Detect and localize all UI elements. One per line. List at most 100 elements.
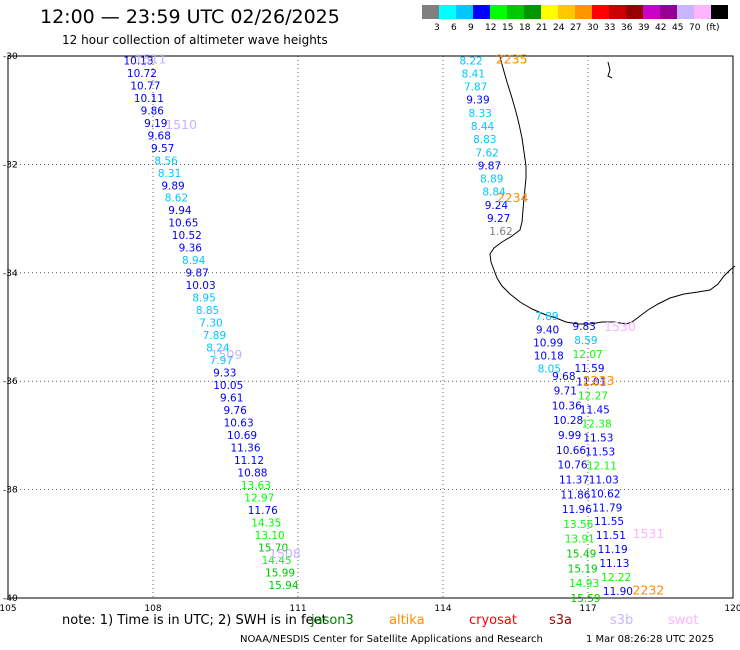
map-frame: [7, 55, 734, 599]
coastline: [489, 56, 736, 325]
lon-tick-label: 114: [434, 604, 451, 614]
sat-label-cryosat: cryosat: [469, 613, 517, 628]
wave-height-label: 11.19: [598, 544, 628, 556]
wave-height-label: 8.84: [482, 187, 506, 199]
wave-height-label: 10.77: [130, 80, 160, 92]
wave-height-label: 9.99: [558, 430, 581, 442]
wave-height-label: 9.33: [213, 368, 236, 380]
wave-height-label: 11.37: [559, 474, 589, 486]
wave-height-label: 11.86: [560, 489, 590, 501]
wave-height-label: 10.11: [134, 93, 164, 105]
wave-height-label: 15.19: [568, 563, 598, 575]
wave-height-label: 15.94: [268, 580, 298, 592]
wave-height-label: 9.94: [168, 205, 192, 217]
wave-height-label: 9.89: [161, 180, 184, 192]
wave-height-label: 11.90: [603, 586, 633, 598]
legend-swatch: [473, 5, 490, 19]
wave-height-label: 7.30: [199, 318, 222, 330]
legend-label: 33: [604, 23, 616, 33]
wave-height-label: 9.57: [151, 143, 174, 155]
lon-tick-label: 108: [144, 604, 161, 614]
wave-height-label: 10.28: [553, 415, 583, 427]
legend-swatch: [694, 5, 711, 19]
pass-labels: 1511 1510 1509 1508 2235 2234 1530 2233 1531 2232: [135, 52, 665, 598]
wave-height-label: 11.01: [576, 377, 606, 389]
pass-number-label: 2233: [583, 373, 615, 388]
wave-height-label: 8.22: [459, 55, 482, 67]
pass-number-label: 1530: [604, 319, 636, 334]
wave-height-label: 8.56: [154, 155, 178, 167]
wave-height-label: 11.12: [234, 455, 264, 467]
wave-height-label: 8.41: [462, 68, 485, 80]
wave-height-label: 10.72: [127, 68, 157, 80]
wave-height-label: 10.66: [556, 445, 586, 457]
legend-swatch: [490, 5, 507, 19]
wave-height-label: 9.61: [220, 393, 243, 405]
wave-height-label: 11.53: [585, 446, 615, 458]
wave-height-label: 11.79: [592, 502, 622, 514]
wave-height-label: 8.05: [538, 364, 561, 376]
wave-height-label: 11.45: [580, 405, 610, 417]
legend-label: 24: [553, 23, 565, 33]
pass-number-label: 1531: [633, 526, 665, 541]
wave-height-label: 10.36: [552, 400, 582, 412]
legend-label: 9: [468, 23, 474, 33]
page-title: 12:00 — 23:59 UTC 02/26/2025: [40, 6, 340, 28]
wave-height-label: 7.87: [464, 82, 487, 94]
wave-height-label: 13.63: [241, 480, 271, 492]
wave-height-label: 7.89: [535, 311, 558, 323]
legend-swatch: [609, 5, 626, 19]
legend-swatch: [592, 5, 609, 19]
legend-label: 21: [536, 23, 548, 33]
wave-height-label: 13.56: [563, 519, 593, 531]
wave-height-label: 8.95: [192, 293, 215, 305]
legend-label: 15: [502, 23, 514, 33]
legend-label: 3: [434, 23, 440, 33]
lat-tick-label: -38: [3, 486, 18, 496]
wave-height-label: 10.99: [533, 337, 563, 349]
legend-swatch: [660, 5, 677, 19]
wave-height-label: 11.55: [594, 516, 624, 528]
lat-tick-label: -36: [3, 377, 18, 387]
legend-label: 12: [485, 23, 497, 33]
legend-label: 30: [587, 23, 599, 33]
wave-height-label: 8.62: [165, 193, 188, 205]
wave-height-label: 8.83: [473, 134, 496, 146]
wave-height-label: 11.59: [574, 363, 604, 375]
lon-tick-label: 120: [724, 604, 740, 614]
wave-height-label: 10.52: [172, 230, 202, 242]
legend-swatch: [643, 5, 660, 19]
wave-height-label: 15.59: [571, 593, 601, 605]
sat-label-jason3: jason3: [311, 613, 354, 628]
legend-label: 6: [451, 23, 457, 33]
west-australia-coastline: [489, 56, 736, 325]
legend-label: (ft): [706, 23, 720, 33]
legend-label: 70: [689, 23, 701, 33]
wave-height-label: 13.10: [255, 530, 285, 542]
wave-height-label: 8.33: [469, 108, 492, 120]
wave-height-label: 11.36: [230, 443, 260, 455]
pass-number-label: 2235: [496, 52, 528, 67]
lon-tick-label: 111: [289, 604, 306, 614]
lat-tick-label: -32: [3, 160, 18, 170]
lon-tick-label: 117: [579, 604, 596, 614]
axis-ticks: 105 108 111 114 117 120 -30 -32 -34 -36 -38 -40: [0, 52, 740, 614]
wave-height-label: 13.91: [565, 534, 595, 546]
pass-number-label: 1511: [135, 52, 167, 67]
sat-label-swot: swot: [668, 613, 699, 628]
page-subtitle: 12 hour collection of altimeter wave hei…: [62, 33, 328, 47]
legend-swatch: [626, 5, 643, 19]
wave-height-label: 9.39: [466, 95, 489, 107]
legend-swatch: [711, 5, 728, 19]
wave-height-label: 12.97: [244, 493, 274, 505]
wave-height-label: 10.65: [168, 218, 198, 230]
wave-height-label: 15.70: [258, 543, 288, 555]
sat-label-s3b: s3b: [610, 613, 634, 628]
wave-height-label: 8.59: [574, 335, 597, 347]
wave-height-label: 10.63: [224, 418, 254, 430]
wave-height-label: 9.68: [552, 371, 575, 383]
legend-swatch: [677, 5, 694, 19]
lon-tick-label: 105: [0, 604, 17, 614]
wave-height-label: 10.03: [186, 280, 216, 292]
